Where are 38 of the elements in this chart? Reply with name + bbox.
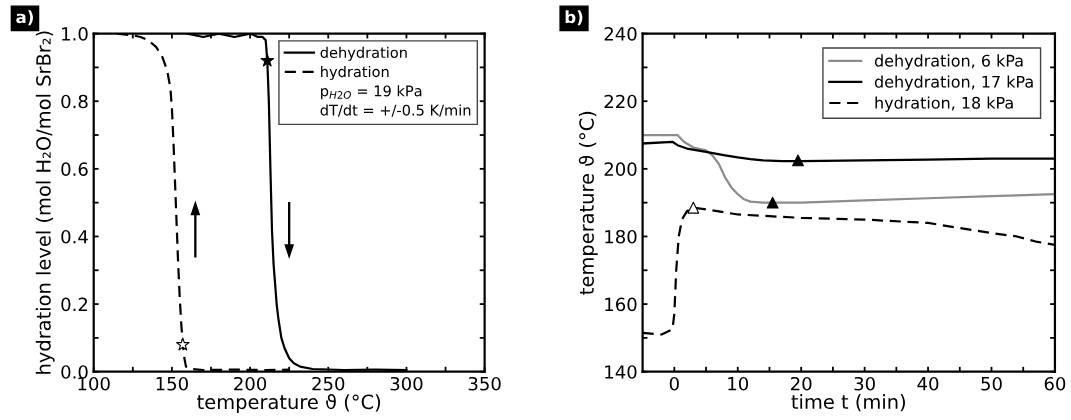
legend-label: dehydration, 6 kPa <box>874 54 1023 70</box>
x-tick-label: 20 <box>791 376 812 391</box>
y-axis-title: hydration level (mol H₂O/mol SrBr₂) <box>35 31 55 374</box>
annotation: p$_{H2O}$ = 19 kPa <box>321 85 422 100</box>
legend-label: dehydration <box>320 46 407 61</box>
x-tick-label: 300 <box>390 376 423 391</box>
x-tick-label: 50 <box>981 376 1002 391</box>
y-tick-label: 180 <box>605 229 637 244</box>
y-axis-title: temperature ϑ (°C) <box>578 111 598 295</box>
y-tick-label: 140 <box>605 365 637 379</box>
y-tick-label: 240 <box>604 27 637 41</box>
x-tick-label: 100 <box>78 376 110 391</box>
legend-label: hydration, 18 kPa <box>875 96 1013 112</box>
y-tick-label: 0.8 <box>61 94 88 109</box>
x-tick-label: 60 <box>1044 376 1066 391</box>
legend-label: hydration <box>321 65 389 81</box>
y-tick-label: 0.4 <box>61 229 88 244</box>
text: b) <box>565 10 583 26</box>
y-tick-label: 0.6 <box>61 162 88 176</box>
x-tick-label: 0 <box>669 376 679 391</box>
annotation: dT/dt = +/-0.5 K/min <box>320 104 471 117</box>
y-tick-label: 0.2 <box>61 297 88 312</box>
x-tick-label: 200 <box>234 376 267 391</box>
y-tick-label: 200 <box>604 162 637 176</box>
x-tick-label: 10 <box>728 376 749 391</box>
x-axis-title: time t (min) <box>791 394 905 412</box>
text: a) <box>16 10 33 26</box>
x-tick-label: 30 <box>854 376 875 391</box>
x-tick-label: 150 <box>156 376 188 391</box>
y-tick-label: 1.0 <box>62 27 88 41</box>
y-tick-label: 160 <box>605 297 637 312</box>
y-tick-label: 220 <box>604 94 637 109</box>
x-tick-label: 40 <box>917 376 939 391</box>
x-axis-title: temperature ϑ (°C) <box>197 394 381 414</box>
legend-label: dehydration, 17 kPa <box>874 75 1033 91</box>
y-tick-label: 0.0 <box>61 365 88 379</box>
x-tick-label: 350 <box>468 376 501 391</box>
x-tick-label: 250 <box>312 376 345 391</box>
